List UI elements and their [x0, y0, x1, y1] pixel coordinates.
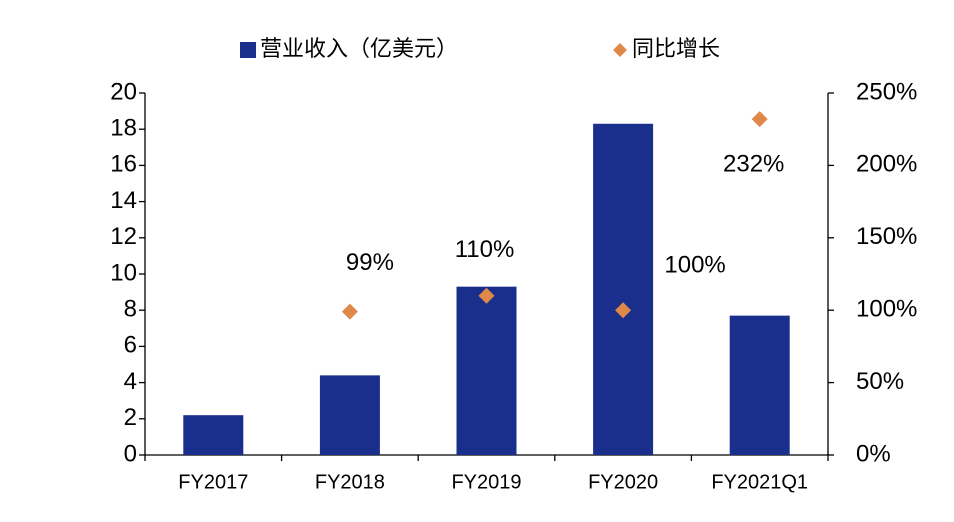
y-tick-label: 10 — [110, 259, 137, 286]
data-label: 100% — [664, 252, 725, 279]
y-tick-label: 0 — [124, 440, 137, 467]
data-label: 232% — [723, 150, 784, 177]
marker — [341, 303, 358, 320]
y-tick-label: 4 — [124, 368, 137, 395]
x-tick-label: FY2021Q1 — [711, 471, 808, 493]
data-label: 99% — [346, 249, 394, 276]
x-tick-label: FY2017 — [178, 471, 248, 493]
marker — [478, 287, 495, 304]
y2-tick-label: 0% — [856, 440, 891, 467]
bar — [183, 415, 244, 455]
bar — [729, 315, 790, 455]
y2-tick-label: 250% — [856, 78, 917, 105]
y-tick-label: 20 — [110, 78, 137, 105]
y-tick-label: 12 — [110, 223, 137, 250]
x-tick-label: FY2020 — [588, 471, 658, 493]
bar — [456, 286, 517, 455]
y2-tick-label: 150% — [856, 223, 917, 250]
y2-tick-label: 100% — [856, 296, 917, 323]
y-tick-label: 6 — [124, 332, 137, 359]
y2-tick-label: 200% — [856, 151, 917, 178]
legend-label: 同比增长 — [632, 36, 720, 61]
data-label: 110% — [455, 236, 515, 263]
x-tick-label: FY2018 — [315, 471, 385, 493]
legend-swatch — [613, 43, 627, 57]
x-tick-label: FY2019 — [451, 471, 521, 493]
bar — [319, 375, 380, 455]
y-tick-label: 2 — [124, 404, 137, 431]
marker — [615, 302, 632, 319]
legend-swatch — [240, 42, 256, 58]
y2-tick-label: 50% — [856, 368, 904, 395]
marker — [751, 111, 768, 128]
y-tick-label: 8 — [124, 296, 137, 323]
y-tick-label: 14 — [110, 187, 137, 214]
bar — [593, 123, 654, 456]
legend-label: 营业收入（亿美元） — [260, 36, 458, 61]
y-tick-label: 16 — [110, 151, 137, 178]
y-tick-label: 18 — [110, 115, 137, 142]
